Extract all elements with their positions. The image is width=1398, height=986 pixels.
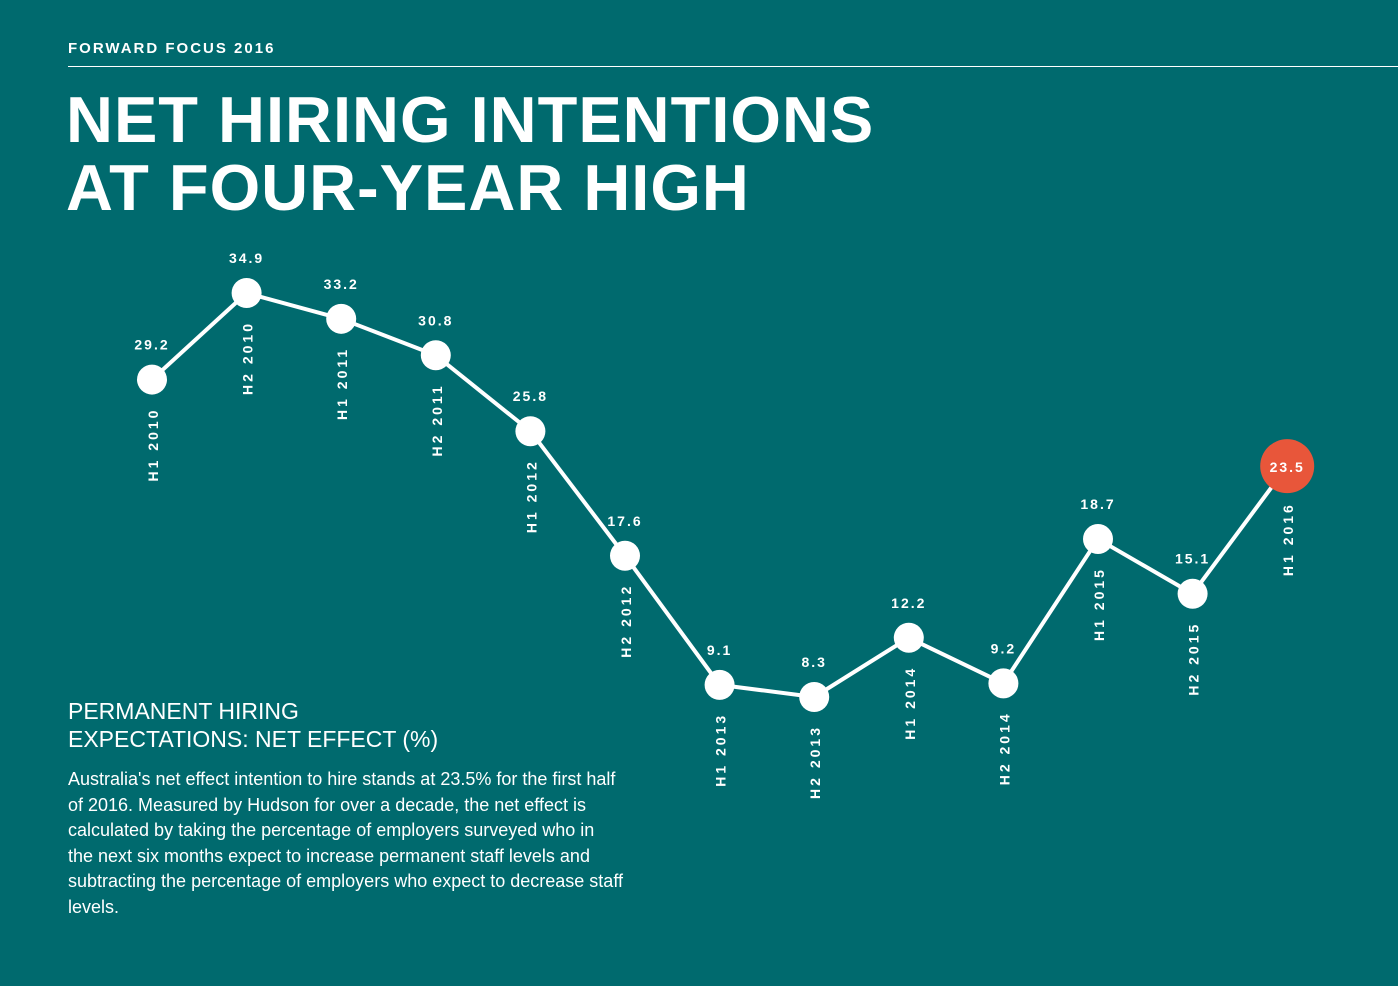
data-label: 8.3 bbox=[801, 654, 826, 670]
line-segment bbox=[244, 291, 344, 321]
data-point bbox=[231, 278, 262, 308]
data-point bbox=[326, 303, 357, 334]
line-segment bbox=[150, 291, 249, 382]
chart-description: PERMANENT HIRING EXPECTATIONS: NET EFFEC… bbox=[68, 697, 628, 920]
data-label: 29.2 bbox=[134, 337, 169, 353]
category-label: H2 2013 bbox=[807, 725, 823, 799]
data-label: 9.1 bbox=[707, 642, 732, 658]
data-point bbox=[893, 622, 924, 653]
category-label: H1 2013 bbox=[713, 713, 729, 787]
line-segment bbox=[1096, 537, 1195, 596]
category-label: H2 2012 bbox=[618, 584, 634, 658]
line-segment bbox=[623, 553, 722, 687]
data-label: 30.8 bbox=[418, 312, 453, 328]
data-point bbox=[704, 669, 735, 700]
chart-heading-line-1: PERMANENT HIRING bbox=[68, 698, 299, 724]
chart-heading-line-2: EXPECTATIONS: NET EFFECT (%) bbox=[68, 726, 439, 752]
category-label: H2 2014 bbox=[996, 711, 1012, 785]
header-divider bbox=[68, 66, 1398, 67]
category-label: H2 2011 bbox=[429, 383, 445, 456]
data-label: 18.7 bbox=[1080, 496, 1115, 512]
category-label: H1 2011 bbox=[334, 347, 350, 420]
data-point bbox=[137, 364, 167, 395]
data-point bbox=[988, 668, 1019, 699]
line-segment bbox=[433, 353, 533, 434]
category-label: H2 2015 bbox=[1186, 622, 1202, 696]
data-label: 9.2 bbox=[991, 640, 1016, 656]
data-label: 23.5 bbox=[1270, 459, 1305, 475]
line-segment bbox=[1001, 537, 1100, 686]
category-label: H1 2014 bbox=[902, 666, 918, 740]
data-label: 15.1 bbox=[1175, 551, 1210, 567]
data-label: 34.9 bbox=[229, 250, 264, 266]
data-label: 17.6 bbox=[607, 513, 642, 529]
title-line-1: NET HIRING INTENTIONS bbox=[66, 83, 875, 156]
line-segment bbox=[906, 635, 1006, 686]
category-label: H1 2016 bbox=[1280, 502, 1296, 576]
category-label: H1 2015 bbox=[1091, 567, 1107, 641]
data-point bbox=[610, 540, 640, 571]
data-point bbox=[1083, 524, 1113, 555]
data-label: 25.8 bbox=[513, 388, 548, 404]
chart-description-text: Australia's net effect intention to hire… bbox=[68, 769, 623, 917]
line-segment bbox=[528, 429, 627, 558]
value-labels: 29.2 34.9 33.2 30.8 25.8 17.6 9.1 8.3 12.2 9.2 18.… bbox=[134, 250, 1305, 670]
category-label: H1 2010 bbox=[145, 408, 161, 482]
data-label: 33.2 bbox=[324, 276, 359, 292]
series-line bbox=[150, 291, 1290, 699]
data-label: 12.2 bbox=[891, 595, 926, 611]
series-points bbox=[137, 278, 1315, 712]
data-point bbox=[1177, 578, 1208, 609]
category-label: H1 2012 bbox=[523, 459, 539, 533]
line-segment bbox=[812, 635, 911, 699]
data-point bbox=[515, 416, 546, 447]
data-point bbox=[799, 682, 830, 712]
data-point bbox=[420, 340, 451, 371]
highlight-point bbox=[1260, 439, 1315, 494]
line-segment bbox=[717, 682, 817, 699]
report-eyebrow: FORWARD FOCUS 2016 bbox=[68, 40, 276, 57]
category-labels: H1 2010 H2 2010 H1 2011 H2 2011 H1 2012 H2 20… bbox=[145, 321, 1296, 799]
chart-heading: PERMANENT HIRING EXPECTATIONS: NET EFFEC… bbox=[68, 697, 628, 753]
category-label: H2 2010 bbox=[240, 321, 256, 395]
line-segment bbox=[339, 316, 438, 358]
page-title: NET HIRING INTENTIONS AT FOUR-YEAR HIGH bbox=[66, 86, 874, 222]
title-line-2: AT FOUR-YEAR HIGH bbox=[66, 151, 750, 224]
